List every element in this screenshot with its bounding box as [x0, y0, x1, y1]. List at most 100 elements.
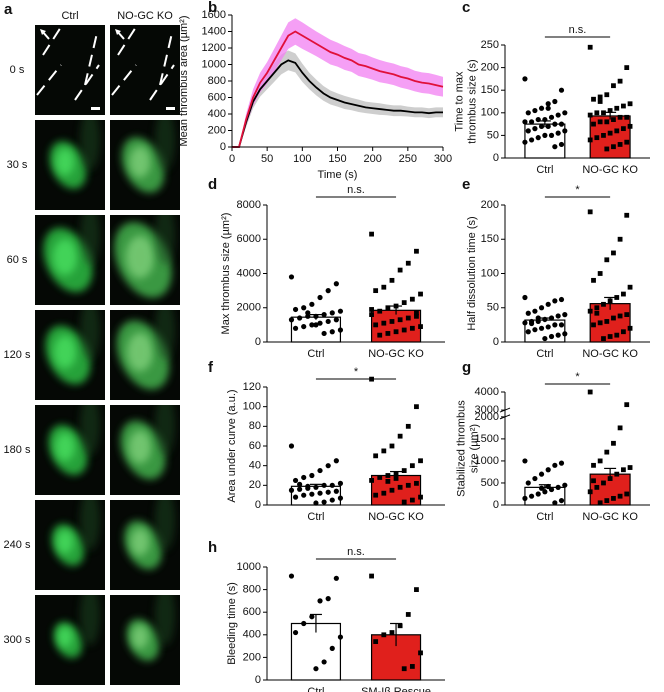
data-point — [555, 313, 561, 319]
y-tick-label: 0 — [220, 141, 226, 153]
data-point — [381, 284, 387, 290]
data-point — [591, 322, 596, 328]
data-point — [611, 250, 616, 256]
data-point — [381, 490, 387, 496]
error-band — [232, 50, 443, 147]
data-point — [548, 132, 555, 138]
data-point — [414, 310, 419, 316]
vessel-outline — [111, 64, 137, 96]
blob-core — [55, 433, 75, 461]
data-point — [552, 462, 558, 468]
data-point — [538, 105, 545, 111]
y-tick-label: 0 — [255, 499, 261, 511]
data-point — [522, 119, 528, 125]
row-label: 60 s — [7, 254, 28, 266]
y-axis-label: Stabilized thrombus — [455, 400, 467, 497]
y-tick-label: 120 — [243, 381, 261, 393]
data-point — [624, 212, 630, 218]
y-tick-label: 1400 — [202, 25, 226, 37]
panel-label: f — [208, 359, 214, 376]
data-point — [397, 267, 403, 273]
data-point — [325, 489, 331, 495]
data-point — [621, 103, 626, 109]
data-point — [405, 612, 411, 617]
data-point — [624, 139, 630, 145]
data-point — [401, 499, 407, 505]
data-point — [614, 332, 620, 338]
x-tick-label: 200 — [363, 153, 381, 165]
data-point — [617, 493, 623, 499]
data-point — [614, 471, 620, 477]
data-point — [297, 481, 303, 487]
error-band — [232, 18, 443, 147]
data-point — [542, 132, 548, 138]
data-point — [317, 320, 323, 326]
micrograph — [110, 500, 180, 590]
y-tick-label: 150 — [481, 233, 499, 245]
x-tick-label: Ctrl — [536, 348, 553, 360]
data-point — [321, 482, 327, 488]
data-point — [329, 482, 335, 488]
data-point — [389, 277, 395, 283]
y-tick-label: 1200 — [202, 42, 226, 54]
y-tick-label: 0 — [255, 674, 261, 686]
vessel-glow — [155, 595, 175, 645]
vessel-outline — [149, 64, 175, 101]
data-point — [397, 484, 403, 490]
data-point — [594, 305, 600, 311]
data-point — [562, 331, 568, 337]
data-point — [414, 404, 419, 410]
data-point — [597, 320, 603, 326]
micrograph — [35, 25, 105, 115]
data-point — [317, 598, 323, 604]
data-point — [535, 116, 541, 123]
data-point — [337, 495, 344, 501]
data-point — [418, 650, 423, 656]
scale-bar — [166, 107, 175, 110]
data-point — [542, 489, 548, 495]
data-point — [532, 126, 538, 132]
data-point — [381, 320, 387, 326]
y-tick-label: 200 — [481, 62, 499, 74]
data-point — [373, 288, 379, 294]
data-point — [397, 623, 403, 629]
data-point — [389, 319, 395, 324]
data-point — [405, 482, 411, 488]
data-point — [333, 488, 339, 494]
data-point — [614, 105, 620, 111]
data-point — [538, 471, 545, 477]
blob-core — [132, 625, 148, 649]
data-point — [337, 308, 344, 314]
data-point — [552, 98, 558, 105]
data-point — [542, 116, 548, 123]
data-point — [522, 458, 528, 464]
data-point — [405, 260, 411, 266]
data-point — [389, 443, 395, 449]
data-point — [558, 141, 565, 148]
y-axis-label: thrombus size (s) — [466, 59, 478, 143]
data-point — [522, 495, 528, 501]
data-point — [373, 639, 379, 644]
data-point — [409, 664, 415, 669]
data-point — [414, 313, 419, 319]
y-tick-label: 4000 — [475, 386, 499, 398]
data-point — [317, 294, 323, 301]
column-label: NO-GC KO — [117, 10, 173, 22]
data-point — [288, 317, 295, 323]
data-point — [621, 126, 626, 132]
y-tick-label: 600 — [208, 91, 226, 103]
data-point — [381, 632, 387, 638]
data-point — [604, 146, 610, 152]
y-tick-label: 0 — [255, 336, 261, 348]
data-point — [562, 110, 568, 116]
data-point — [627, 101, 633, 107]
data-point — [337, 327, 344, 333]
data-point — [597, 500, 603, 506]
vessel-glow — [155, 120, 175, 170]
data-point — [313, 313, 319, 319]
y-tick-label: 50 — [487, 129, 499, 141]
x-tick-label: 50 — [261, 153, 273, 165]
y-tick-label: 20 — [249, 479, 261, 491]
data-point — [555, 332, 561, 338]
data-point — [535, 135, 541, 141]
